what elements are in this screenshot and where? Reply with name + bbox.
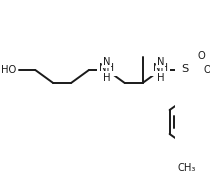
Text: O: O	[197, 51, 205, 61]
Text: HO: HO	[1, 65, 16, 75]
Text: CH₃: CH₃	[177, 163, 196, 173]
Text: H: H	[157, 73, 164, 83]
Text: NH: NH	[99, 63, 114, 73]
Text: H: H	[103, 73, 111, 83]
Text: S: S	[181, 64, 189, 74]
Text: NH: NH	[153, 63, 168, 73]
Text: N: N	[103, 57, 111, 67]
Text: N: N	[157, 57, 164, 67]
Text: O: O	[203, 65, 210, 75]
